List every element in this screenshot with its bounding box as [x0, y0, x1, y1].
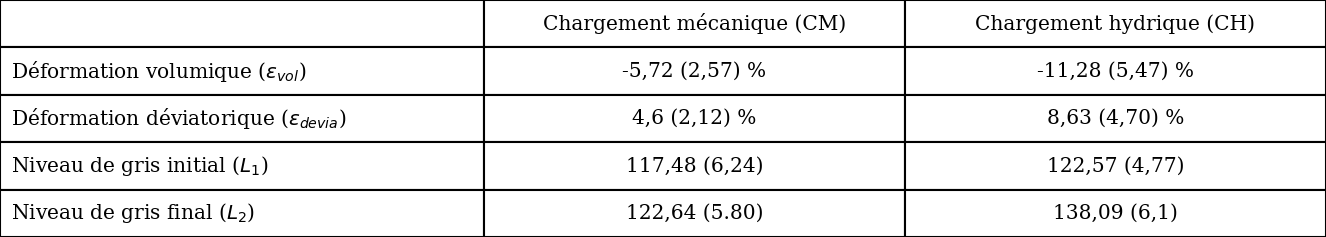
Bar: [904, 190, 1326, 237]
Bar: [0, 47, 484, 95]
Text: Chargement mécanique (CM): Chargement mécanique (CM): [542, 13, 846, 34]
Text: 122,64 (5.80): 122,64 (5.80): [626, 204, 764, 223]
Bar: [0, 142, 484, 190]
Bar: [0, 95, 484, 142]
Bar: [904, 190, 1326, 237]
Bar: [904, 142, 1326, 190]
Text: 4,6 (2,12) %: 4,6 (2,12) %: [633, 109, 757, 128]
Text: Déformation déviatorique ($\varepsilon_{devia}$): Déformation déviatorique ($\varepsilon_{…: [11, 106, 346, 131]
Bar: [904, 47, 1326, 95]
Bar: [0, 0, 484, 47]
Text: Niveau de gris final ($L_2$): Niveau de gris final ($L_2$): [11, 201, 255, 225]
Text: Déformation volumique ($\varepsilon_{vol}$): Déformation volumique ($\varepsilon_{vol…: [11, 59, 306, 84]
Bar: [484, 190, 904, 237]
Text: Niveau de gris initial ($L_1$): Niveau de gris initial ($L_1$): [11, 154, 268, 178]
Bar: [904, 95, 1326, 142]
Bar: [904, 95, 1326, 142]
Bar: [0, 95, 484, 142]
Bar: [0, 142, 484, 190]
Bar: [904, 0, 1326, 47]
Bar: [0, 47, 484, 95]
Bar: [484, 95, 904, 142]
Bar: [904, 47, 1326, 95]
Text: 138,09 (6,1): 138,09 (6,1): [1053, 204, 1177, 223]
Bar: [0, 190, 484, 237]
Text: -5,72 (2,57) %: -5,72 (2,57) %: [622, 62, 766, 81]
Text: 117,48 (6,24): 117,48 (6,24): [626, 156, 764, 175]
Bar: [484, 0, 904, 47]
Text: 122,57 (4,77): 122,57 (4,77): [1046, 156, 1184, 175]
Bar: [0, 0, 484, 47]
Bar: [484, 142, 904, 190]
Bar: [904, 142, 1326, 190]
Bar: [484, 0, 904, 47]
Bar: [484, 47, 904, 95]
Text: Chargement hydrique (CH): Chargement hydrique (CH): [976, 14, 1256, 33]
Bar: [0, 190, 484, 237]
Bar: [904, 0, 1326, 47]
Bar: [484, 190, 904, 237]
Text: -11,28 (5,47) %: -11,28 (5,47) %: [1037, 62, 1193, 81]
Bar: [484, 142, 904, 190]
Bar: [484, 95, 904, 142]
Text: 8,63 (4,70) %: 8,63 (4,70) %: [1046, 109, 1184, 128]
Bar: [484, 47, 904, 95]
